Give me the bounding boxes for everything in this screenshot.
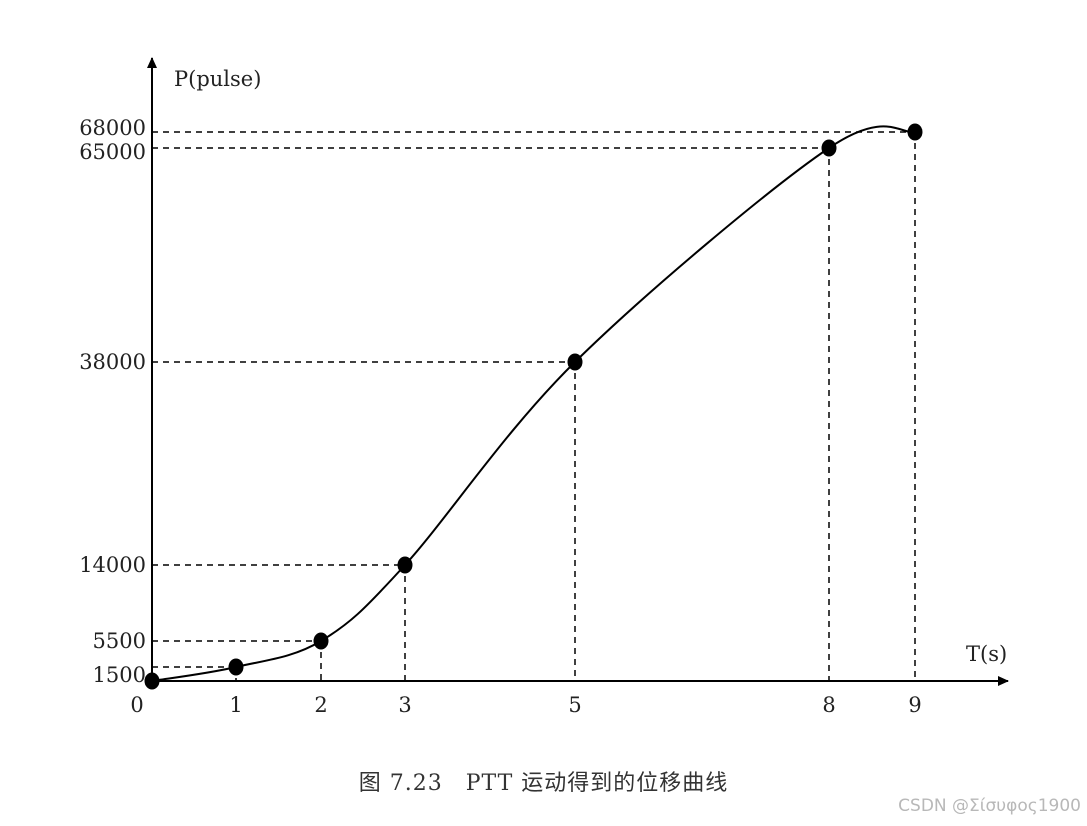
watermark: CSDN @Σίσυφος1900: [898, 796, 1081, 816]
data-point-8: [821, 139, 837, 157]
x-tick-labels: 0 1 2 3 5 8 9: [130, 693, 921, 717]
y-tick-38000: 38000: [79, 350, 146, 374]
y-tick-14000: 14000: [79, 553, 146, 577]
x-tick-2: 2: [314, 693, 327, 717]
figure-caption: 图 7.23 PTT 运动得到的位移曲线: [358, 771, 729, 796]
data-point-3: [397, 556, 413, 574]
y-tick-1500: 1500: [93, 663, 146, 687]
data-point-2: [313, 632, 329, 650]
data-points: [144, 123, 923, 690]
x-tick-9: 9: [908, 693, 921, 717]
data-point-9: [907, 123, 923, 141]
x-tick-0: 0: [130, 693, 143, 717]
data-point-1: [228, 658, 244, 676]
data-point-0: [144, 672, 160, 690]
y-tick-5500: 5500: [93, 629, 146, 653]
x-axis-label: T(s): [966, 642, 1007, 666]
displacement-curve: [151, 125, 916, 682]
y-tick-65000: 65000: [79, 140, 146, 164]
x-tick-3: 3: [398, 693, 411, 717]
x-tick-5: 5: [568, 693, 581, 717]
y-tick-68000: 68000: [79, 116, 146, 140]
x-tick-8: 8: [822, 693, 835, 717]
data-point-5: [567, 353, 583, 371]
dashed-guides: [152, 131, 916, 681]
x-tick-1: 1: [229, 693, 242, 717]
y-axis-label: P(pulse): [174, 67, 261, 91]
